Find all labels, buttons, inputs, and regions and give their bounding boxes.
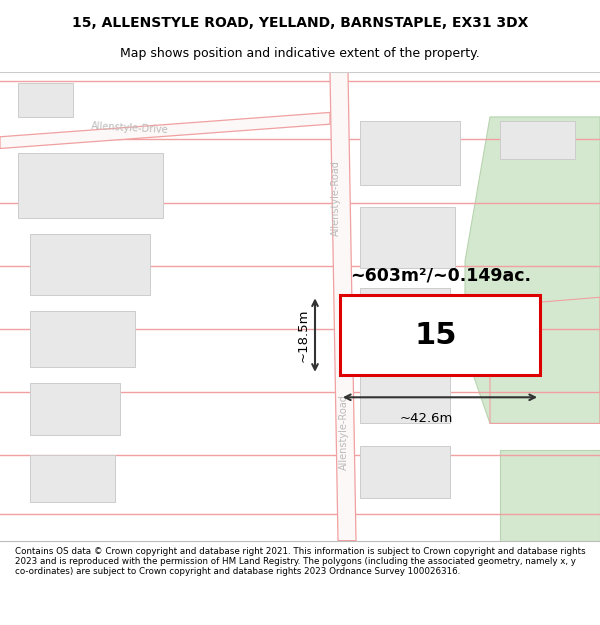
Text: Allenstyle-Road: Allenstyle-Road bbox=[331, 160, 341, 236]
Bar bbox=[360, 369, 450, 424]
Polygon shape bbox=[465, 117, 600, 424]
Text: Contains OS data © Crown copyright and database right 2021. This information is : Contains OS data © Crown copyright and d… bbox=[15, 546, 586, 576]
Bar bbox=[30, 234, 150, 296]
Bar bbox=[360, 446, 450, 498]
Bar bbox=[18, 82, 73, 117]
Bar bbox=[500, 121, 575, 159]
Bar bbox=[30, 311, 135, 367]
Bar bbox=[360, 288, 450, 344]
Bar bbox=[30, 383, 120, 435]
Bar bbox=[18, 153, 163, 218]
Text: ~603m²/~0.149ac.: ~603m²/~0.149ac. bbox=[350, 267, 531, 284]
Polygon shape bbox=[0, 112, 330, 149]
Text: ~42.6m: ~42.6m bbox=[400, 412, 452, 425]
Bar bbox=[360, 207, 455, 268]
Text: Allenstyle-Road: Allenstyle-Road bbox=[339, 394, 349, 471]
Polygon shape bbox=[330, 72, 356, 541]
Text: ~18.5m: ~18.5m bbox=[297, 308, 310, 362]
Bar bbox=[360, 121, 460, 184]
Text: 15, ALLENSTYLE ROAD, YELLAND, BARNSTAPLE, EX31 3DX: 15, ALLENSTYLE ROAD, YELLAND, BARNSTAPLE… bbox=[72, 16, 528, 30]
Bar bbox=[340, 296, 540, 375]
Text: Map shows position and indicative extent of the property.: Map shows position and indicative extent… bbox=[120, 47, 480, 59]
Text: 15: 15 bbox=[415, 321, 457, 349]
Bar bbox=[30, 455, 115, 502]
Polygon shape bbox=[500, 451, 600, 541]
Text: Allenstyle-Drive: Allenstyle-Drive bbox=[91, 121, 169, 135]
